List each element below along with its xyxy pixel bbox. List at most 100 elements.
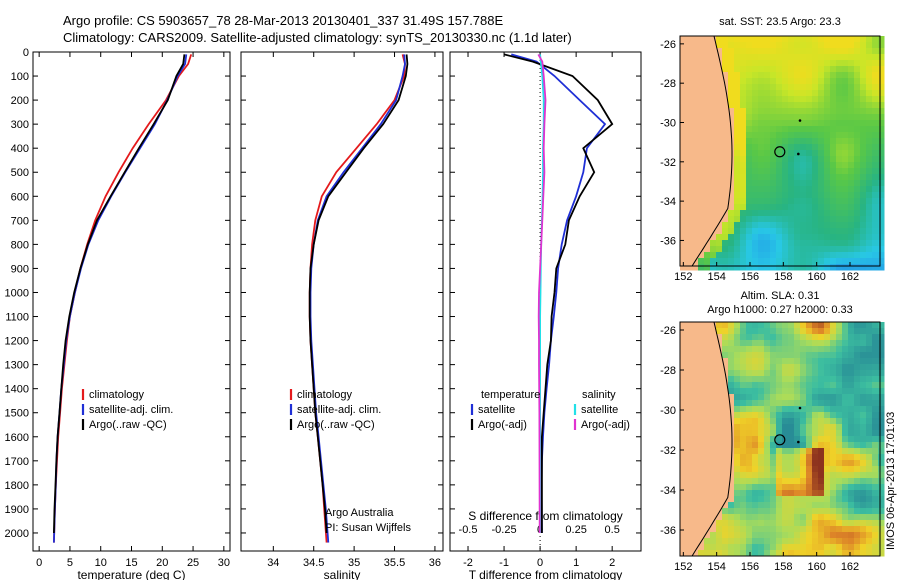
sst_map-cell <box>812 258 819 265</box>
sst_map-cell <box>734 240 741 247</box>
sla_map-cell <box>794 334 801 341</box>
sst_map-cell <box>740 246 747 253</box>
sst_map-cell <box>860 138 867 145</box>
sla_map-cell <box>716 538 723 545</box>
sla_map-cell <box>734 364 741 371</box>
sla_map-cell <box>866 484 873 491</box>
sla_map-cell <box>692 346 699 353</box>
sst_map-cell <box>698 102 705 109</box>
sla_map-cell <box>692 382 699 389</box>
sla_map-cell <box>848 382 855 389</box>
sst_map-cell <box>866 132 873 139</box>
sla_map-cell <box>686 322 693 329</box>
sla_map-cell <box>824 406 831 413</box>
sst_map-cell <box>806 84 813 91</box>
sst_map-cell <box>710 60 717 67</box>
sst_map-cell <box>692 174 699 181</box>
sst_map-cell <box>806 264 813 271</box>
sst_map-cell <box>770 138 777 145</box>
sst_map-cell <box>752 180 759 187</box>
sst_map-cell <box>752 156 759 163</box>
sst_map-cell <box>842 72 849 79</box>
sla_map-cell <box>836 436 843 443</box>
sla_map-cell <box>860 406 867 413</box>
sla_map-cell <box>866 376 873 383</box>
sst_map-cell <box>704 168 711 175</box>
sst_map-cell <box>782 84 789 91</box>
sla_map-cell <box>800 448 807 455</box>
sst_map-cell <box>752 90 759 97</box>
sst_map-cell <box>764 162 771 169</box>
sst_map-cell <box>830 108 837 115</box>
sst_map-cell <box>878 96 885 103</box>
sst_map-cell <box>710 228 717 235</box>
sla_map-cell <box>722 400 729 407</box>
sla_map-cell <box>764 424 771 431</box>
sst_map-cell <box>794 90 801 97</box>
sla_map-cell <box>758 370 765 377</box>
sla_map-cell <box>812 478 819 485</box>
sst_map-cell <box>866 96 873 103</box>
sst_map-cell <box>680 162 687 169</box>
sla_map-cell <box>860 364 867 371</box>
sla_map-cell <box>764 358 771 365</box>
sla_map-cell <box>776 346 783 353</box>
sst_map-cell <box>800 180 807 187</box>
sst_map-cell <box>716 180 723 187</box>
sst_map-cell <box>746 150 753 157</box>
sla_map-cell <box>800 550 807 557</box>
sla_map-cell <box>698 364 705 371</box>
sla_map-cell <box>770 532 777 539</box>
sla_map-cell <box>758 544 765 551</box>
sst_map-cell <box>680 96 687 103</box>
sla_map-cell <box>692 370 699 377</box>
sst_map-cell <box>872 162 879 169</box>
sla_map-cell <box>842 418 849 425</box>
sla_map-cell <box>806 514 813 521</box>
sla_map-cell <box>740 382 747 389</box>
sla_map-cell <box>758 418 765 425</box>
sla_map-cell <box>770 364 777 371</box>
sla_map-cell <box>770 442 777 449</box>
sla_map-cell <box>776 490 783 497</box>
sst_map-cell <box>734 66 741 73</box>
sla_map-cell <box>704 334 711 341</box>
sla_map-cell <box>746 508 753 515</box>
sst_map-cell <box>824 126 831 133</box>
sla_map-cell <box>818 424 825 431</box>
sst_map-cell <box>704 210 711 217</box>
sst_map-cell <box>770 252 777 259</box>
sla_map-cell <box>878 490 885 497</box>
sst_map-cell <box>704 36 711 43</box>
sla_map-xtick-label: 152 <box>674 561 692 573</box>
sst_map-cell <box>716 210 723 217</box>
sst_map-cell <box>692 102 699 109</box>
sla_map-cell <box>794 424 801 431</box>
sla_map-cell <box>842 502 849 509</box>
sst_map-cell <box>704 84 711 91</box>
sla_map-cell <box>788 466 795 473</box>
sst_map-cell <box>806 180 813 187</box>
sla_map-cell <box>818 550 825 557</box>
sla_map-cell <box>752 436 759 443</box>
sla_map-cell <box>710 502 717 509</box>
sla_map-cell <box>740 364 747 371</box>
sst_map-cell <box>740 120 747 127</box>
sla_map-cell <box>728 478 735 485</box>
sst_map-cell <box>734 90 741 97</box>
sst_map-cell <box>764 156 771 163</box>
sst_map-cell <box>704 120 711 127</box>
sst_map-cell <box>764 60 771 67</box>
salinity-xtick-label: 34.5 <box>303 557 324 569</box>
sla_map-cell <box>722 508 729 515</box>
sst_map-cell <box>680 138 687 145</box>
sst_map-cell <box>734 192 741 199</box>
sst_map-cell <box>854 216 861 223</box>
sst_map-cell <box>764 84 771 91</box>
sst_map-cell <box>794 216 801 223</box>
sst_map-cell <box>806 54 813 61</box>
sst_map-cell <box>800 222 807 229</box>
sla_map-cell <box>818 352 825 359</box>
sst_map-cell <box>782 60 789 67</box>
sla_map-cell <box>878 358 885 365</box>
